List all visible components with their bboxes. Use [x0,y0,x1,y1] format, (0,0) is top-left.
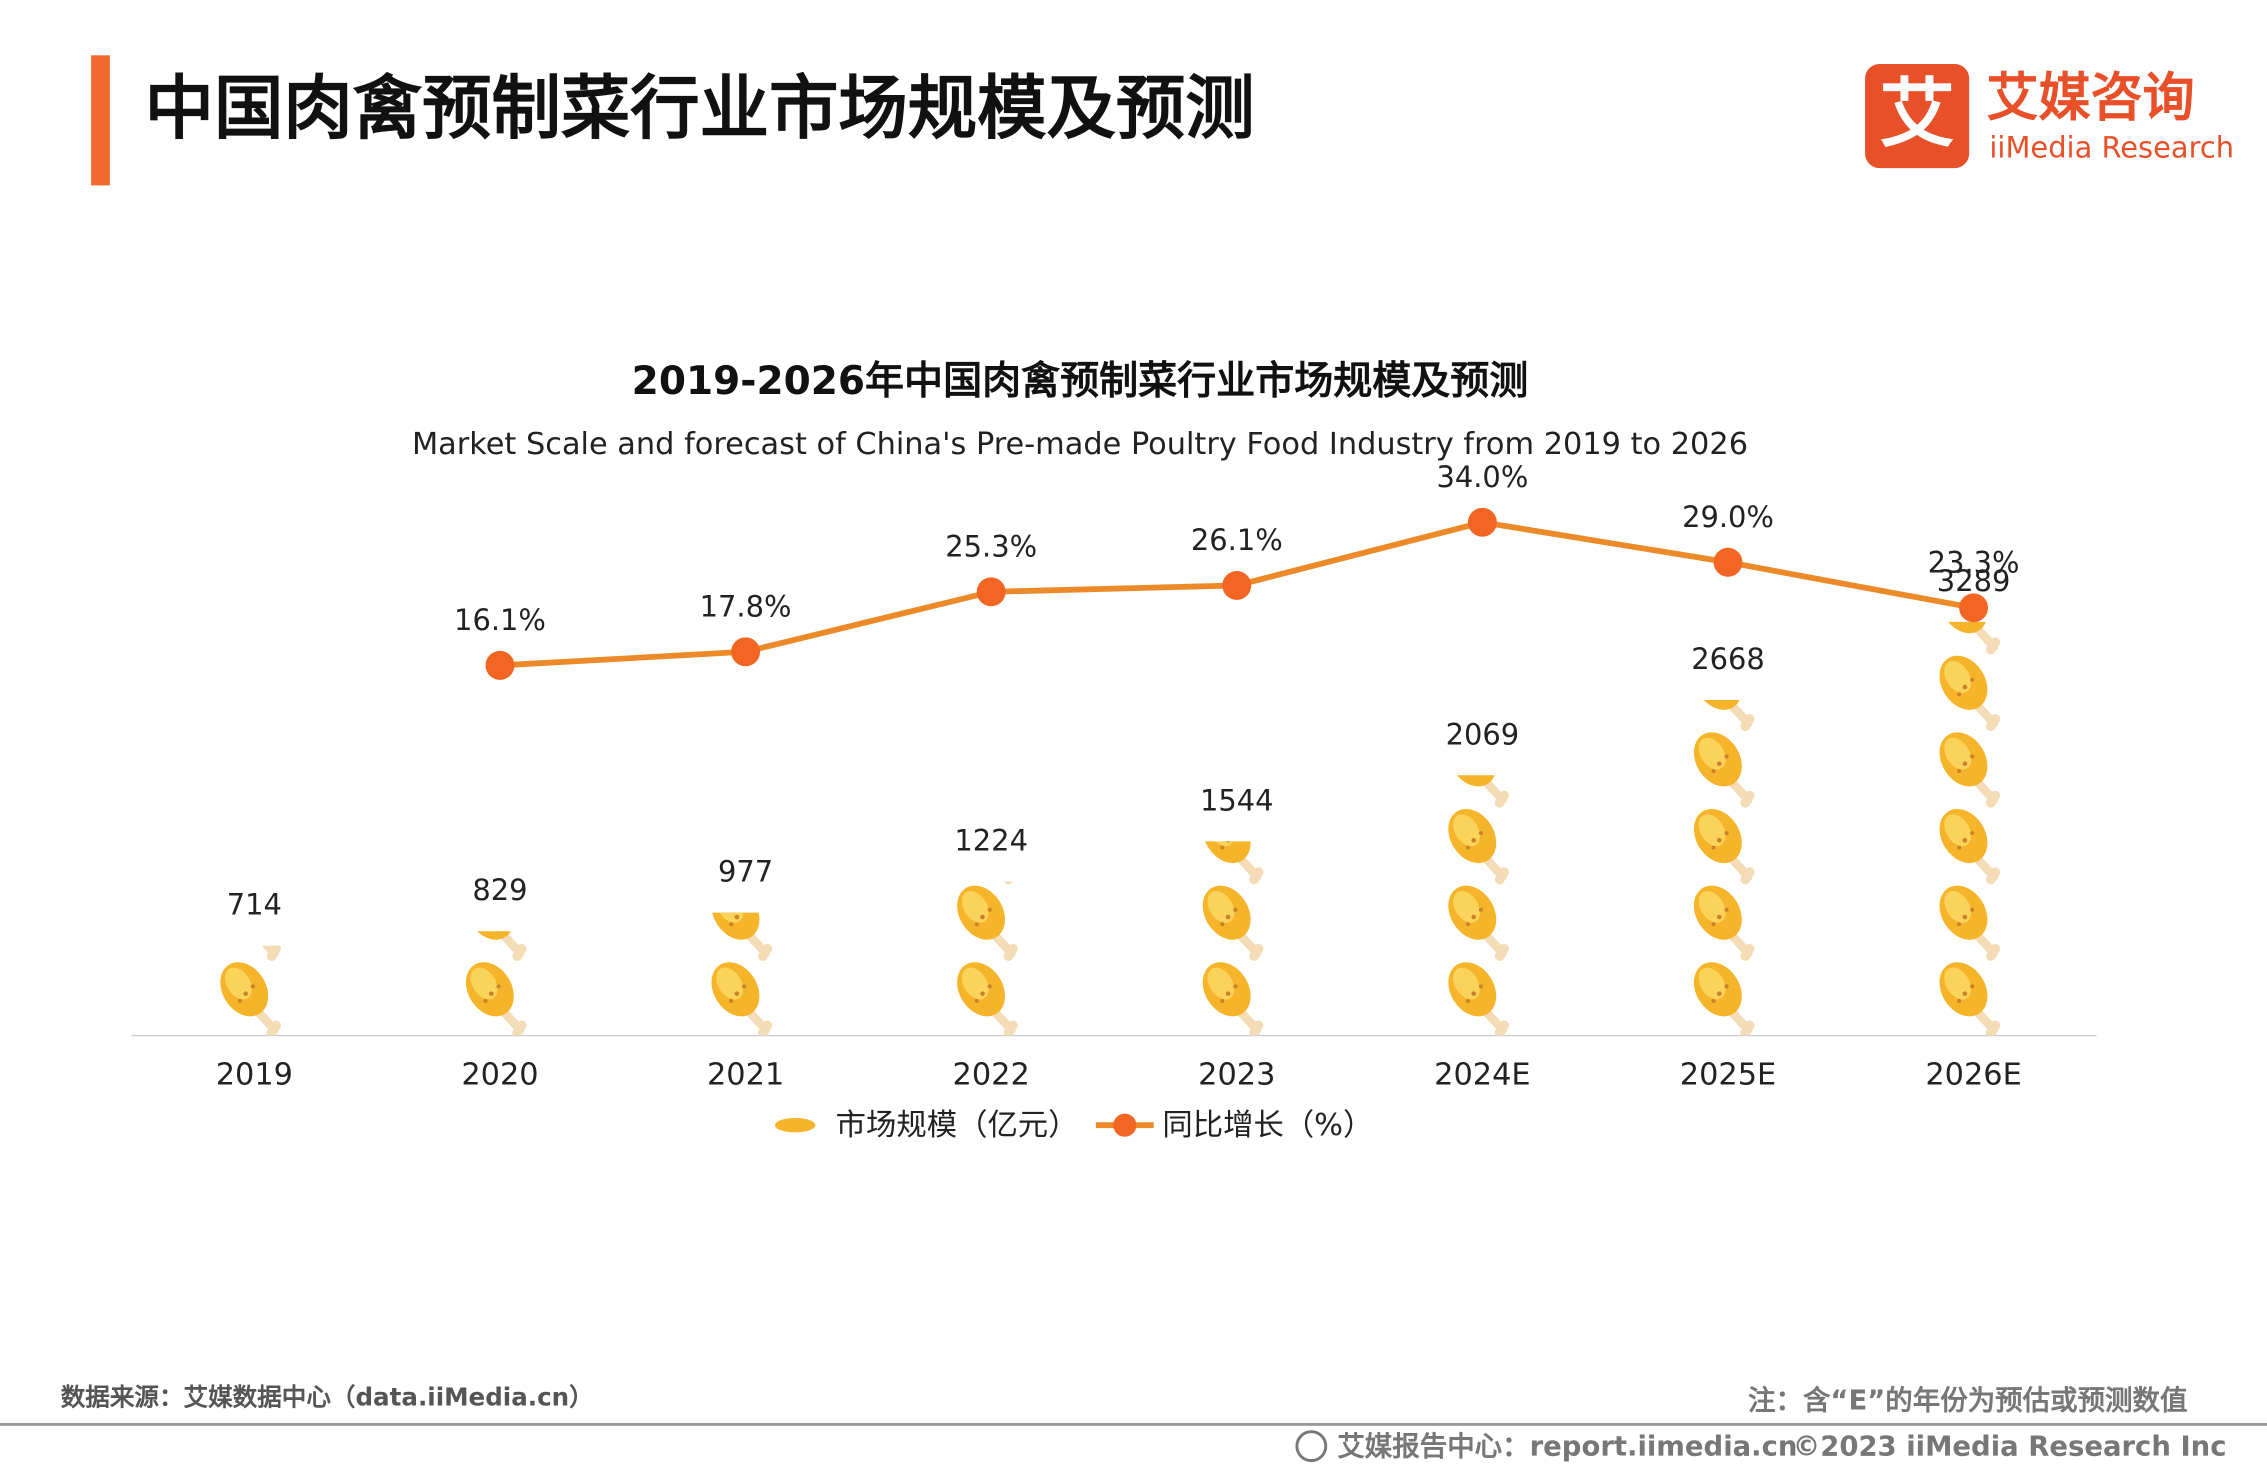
drumstick-icon [1439,953,1509,1037]
logo-box [1865,63,1970,169]
page-title: 中国肉禽预制菜行业市场规模及预测 [145,69,1255,149]
growth-label: 26.1% [1191,523,1283,557]
source: 数据来源：艾媒数据中心（data.iiMedia.cn） [61,1382,594,1411]
logo-mark: 艾 [1880,69,1955,157]
growth-label: 25.3% [945,529,1037,563]
growth-dot [1222,570,1252,600]
x-tick-label: 2024E [1434,1058,1530,1093]
pictogram-bar [1193,800,1263,1038]
drumstick-icon [1930,647,2000,731]
drumstick-icon [1930,800,2000,884]
growth-dot [731,637,761,667]
copyright: ©2023 iiMedia Research Inc [1793,1432,2227,1463]
drumstick-icon [1439,877,1509,961]
drumstick-icon [456,953,526,1037]
pictogram-bar [1930,570,2000,1037]
value-label: 977 [718,855,773,889]
growth-dot [1467,507,1497,537]
legend-item: 市场规模（亿元） [774,1108,1079,1143]
x-tick-label: 2023 [1198,1058,1275,1093]
drumstick-icon [702,877,772,961]
legend-label: 市场规模（亿元） [836,1108,1079,1143]
drumstick-icon [947,953,1017,1037]
drumstick-icon [702,953,772,1037]
value-label: 1544 [1200,783,1274,817]
chart-title: 2019-2026年中国肉禽预制菜行业市场规模及预测 [632,359,1529,404]
growth-label: 16.1% [454,603,546,637]
drumstick-icon [947,877,1017,961]
growth-label: 17.8% [700,589,792,623]
growth-label: 23.3% [1928,545,2020,579]
drumstick-icon [1684,953,1754,1037]
value-label: 3289 [1937,564,2011,598]
report-link: 艾媒报告中心：report.iimedia.cn [1337,1431,1797,1463]
pictogram-bar [702,877,772,1038]
x-tick-label: 2019 [216,1058,293,1093]
drumstick-icon [1193,877,1263,961]
legend-swatch [774,1117,816,1133]
drumstick-icon [1684,800,1754,884]
chart-subtitle: Market Scale and forecast of China's Pre… [412,427,1748,462]
drumstick-icon [1684,723,1754,807]
drumstick-icon [1684,877,1754,961]
value-label: 2668 [1691,642,1765,676]
drumstick-icon [1930,953,2000,1037]
growth-dot [1713,547,1743,577]
growth-dot [1959,593,1989,623]
growth-label: 34.0% [1436,460,1528,494]
drumstick-icon [1930,723,2000,807]
value-label: 714 [227,888,282,922]
value-label: 2069 [1446,717,1520,751]
x-tick-label: 2021 [707,1058,784,1093]
drumstick-icon [1193,953,1263,1037]
value-label: 829 [472,873,527,907]
x-tick-label: 2020 [461,1058,538,1093]
logo-en: iiMedia Research [1989,130,2234,164]
growth-label: 29.0% [1682,500,1774,534]
growth-dot [485,650,515,680]
legend-label: 同比增长（%） [1162,1108,1373,1143]
x-tick-label: 2022 [953,1058,1030,1093]
x-tick-label: 2025E [1680,1058,1776,1093]
logo-cn: 艾媒咨询 [1987,69,2195,129]
value-label: 1224 [954,824,1028,858]
drumstick-icon [1439,800,1509,884]
legend-dot [1113,1113,1137,1137]
x-tick-label: 2026E [1925,1058,2021,1093]
pictogram-bar [1439,723,1509,1037]
legend-item: 同比增长（%） [1095,1108,1373,1143]
growth-dot [976,577,1006,607]
title-accent [91,55,110,186]
pictogram-bar [1684,647,1754,1038]
globe-icon [1295,1430,1328,1463]
note: 注：含“E”的年份为预估或预测数值 [1748,1384,2187,1416]
drumstick-icon [1930,877,2000,961]
drumstick-icon [211,953,281,1037]
